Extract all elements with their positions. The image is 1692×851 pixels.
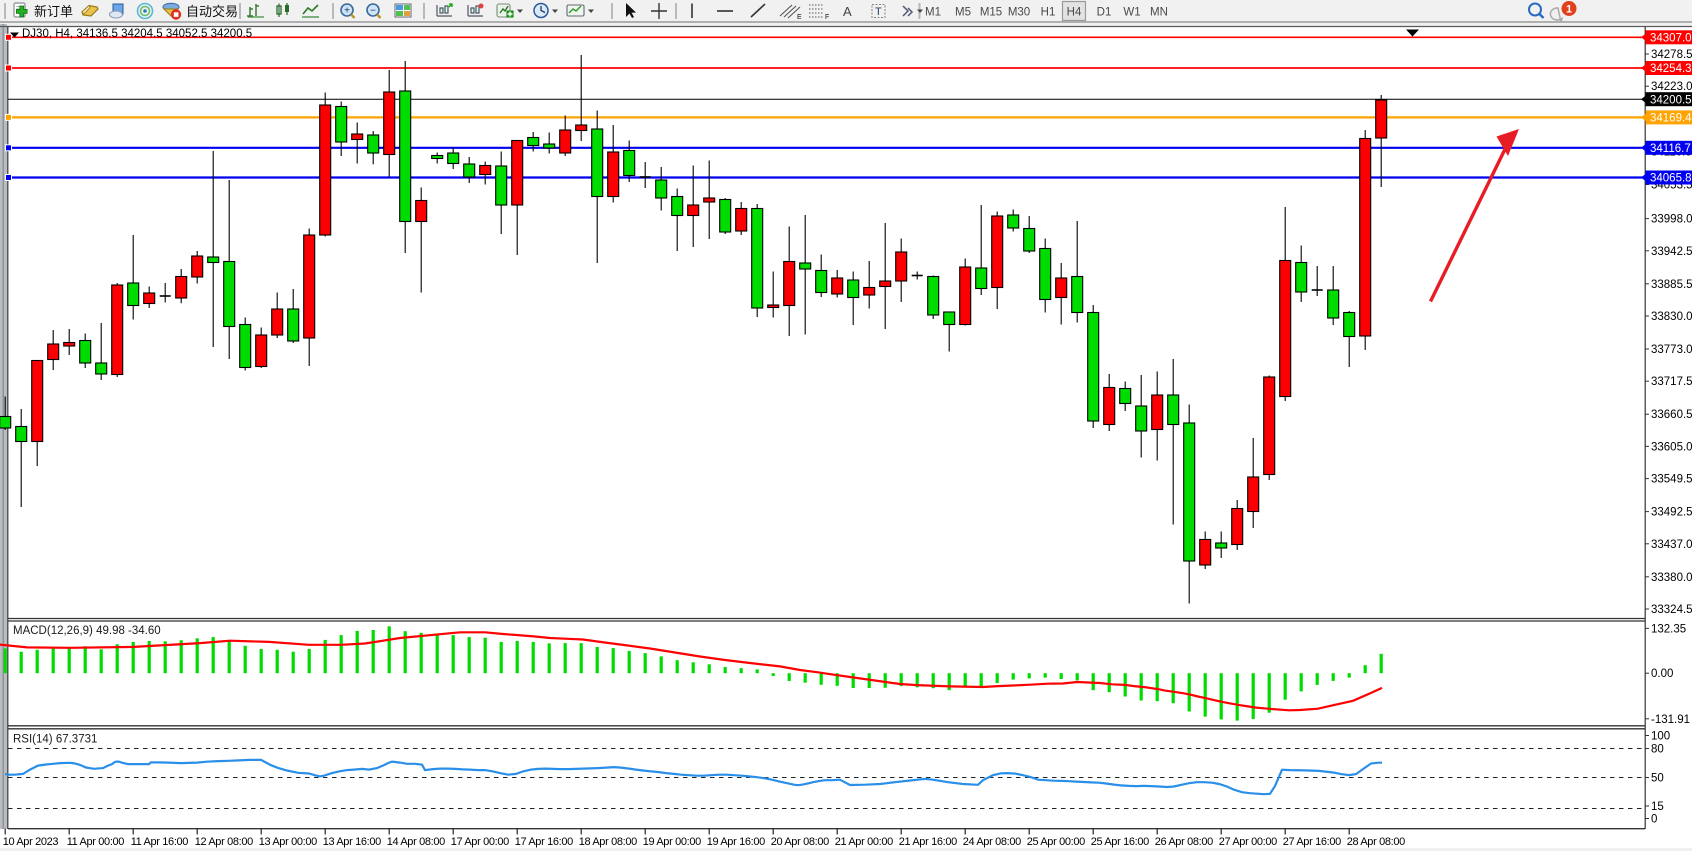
svg-text:0: 0 [1651,814,1657,826]
svg-text:34254.3: 34254.3 [1650,63,1692,75]
svg-text:0.00: 0.00 [1651,668,1673,680]
svg-text:24 Apr 08:00: 24 Apr 08:00 [963,836,1021,848]
svg-text:11 Apr 00:00: 11 Apr 00:00 [67,836,125,848]
svg-text:33492.5: 33492.5 [1651,507,1692,519]
svg-text:27 Apr 00:00: 27 Apr 00:00 [1219,836,1277,848]
svg-text:-131.91: -131.91 [1651,714,1690,726]
svg-text:+: + [344,6,350,17]
svg-text:MN: MN [1150,7,1168,19]
svg-text:W1: W1 [1123,7,1140,19]
svg-text:80: 80 [1651,744,1664,756]
svg-text:33605.0: 33605.0 [1651,441,1692,453]
svg-text:10 Apr 2023: 10 Apr 2023 [3,836,59,848]
svg-text:14 Apr 08:00: 14 Apr 08:00 [387,836,445,848]
svg-text:H4: H4 [1067,7,1082,19]
svg-text:33885.5: 33885.5 [1651,279,1692,291]
svg-text:1: 1 [1566,4,1572,16]
svg-text:21 Apr 16:00: 21 Apr 16:00 [899,836,957,848]
svg-text:33998.0: 33998.0 [1651,214,1692,226]
svg-text:28 Apr 08:00: 28 Apr 08:00 [1347,836,1405,848]
svg-text:M5: M5 [955,7,971,19]
svg-text:E: E [797,14,802,21]
svg-text:33773.0: 33773.0 [1651,344,1692,356]
svg-text:D1: D1 [1097,7,1112,19]
svg-text:19 Apr 00:00: 19 Apr 00:00 [643,836,701,848]
svg-text:20 Apr 08:00: 20 Apr 08:00 [771,836,829,848]
svg-text:27 Apr 16:00: 27 Apr 16:00 [1283,836,1341,848]
svg-text:21 Apr 00:00: 21 Apr 00:00 [835,836,893,848]
svg-text:33660.5: 33660.5 [1651,409,1692,421]
svg-text:33324.5: 33324.5 [1651,604,1692,616]
svg-text:自动交易: 自动交易 [186,4,238,19]
svg-text:34169.4: 34169.4 [1650,113,1692,125]
svg-text:33942.5: 33942.5 [1651,246,1692,258]
svg-text:33830.0: 33830.0 [1651,311,1692,323]
svg-text:33380.0: 33380.0 [1651,572,1692,584]
svg-text:F: F [825,14,829,21]
svg-text:19 Apr 16:00: 19 Apr 16:00 [707,836,765,848]
svg-text:17 Apr 00:00: 17 Apr 00:00 [451,836,509,848]
svg-text:M30: M30 [1008,7,1030,19]
svg-text:11 Apr 16:00: 11 Apr 16:00 [131,836,189,848]
svg-text:33437.0: 33437.0 [1651,539,1692,551]
svg-text:T: T [875,6,882,18]
svg-text:34200.5: 34200.5 [1650,94,1692,106]
svg-text:DJ30, H4, 34136.5 34204.5 3405: DJ30, H4, 34136.5 34204.5 34052.5 34200.… [22,28,252,40]
svg-text:26 Apr 08:00: 26 Apr 08:00 [1155,836,1213,848]
svg-text:13 Apr 00:00: 13 Apr 00:00 [259,836,317,848]
svg-text:−: − [370,6,376,17]
svg-text:34278.5: 34278.5 [1651,49,1692,61]
svg-text:15: 15 [1651,801,1664,813]
svg-text:33717.5: 33717.5 [1651,376,1692,388]
svg-text:34065.8: 34065.8 [1650,173,1692,185]
svg-text:12 Apr 08:00: 12 Apr 08:00 [195,836,253,848]
svg-text:132.35: 132.35 [1651,623,1686,635]
svg-text:M15: M15 [980,7,1002,19]
svg-text:18 Apr 08:00: 18 Apr 08:00 [579,836,637,848]
svg-text:25 Apr 00:00: 25 Apr 00:00 [1027,836,1085,848]
svg-text:A: A [843,4,852,19]
svg-text:25 Apr 16:00: 25 Apr 16:00 [1091,836,1149,848]
svg-text:34307.0: 34307.0 [1650,33,1692,45]
svg-text:33549.5: 33549.5 [1651,474,1692,486]
svg-text:M1: M1 [925,7,941,19]
svg-text:MACD(12,26,9) 49.98 -34.60: MACD(12,26,9) 49.98 -34.60 [13,625,161,637]
svg-text:13 Apr 16:00: 13 Apr 16:00 [323,836,381,848]
svg-text:17 Apr 16:00: 17 Apr 16:00 [515,836,573,848]
svg-text:100: 100 [1651,731,1670,743]
svg-text:34116.7: 34116.7 [1650,143,1691,155]
svg-text:RSI(14) 67.3731: RSI(14) 67.3731 [13,734,97,746]
svg-text:H1: H1 [1041,7,1056,19]
svg-text:34223.0: 34223.0 [1651,81,1692,93]
svg-text:新订单: 新订单 [34,4,73,19]
svg-text:50: 50 [1651,773,1664,785]
